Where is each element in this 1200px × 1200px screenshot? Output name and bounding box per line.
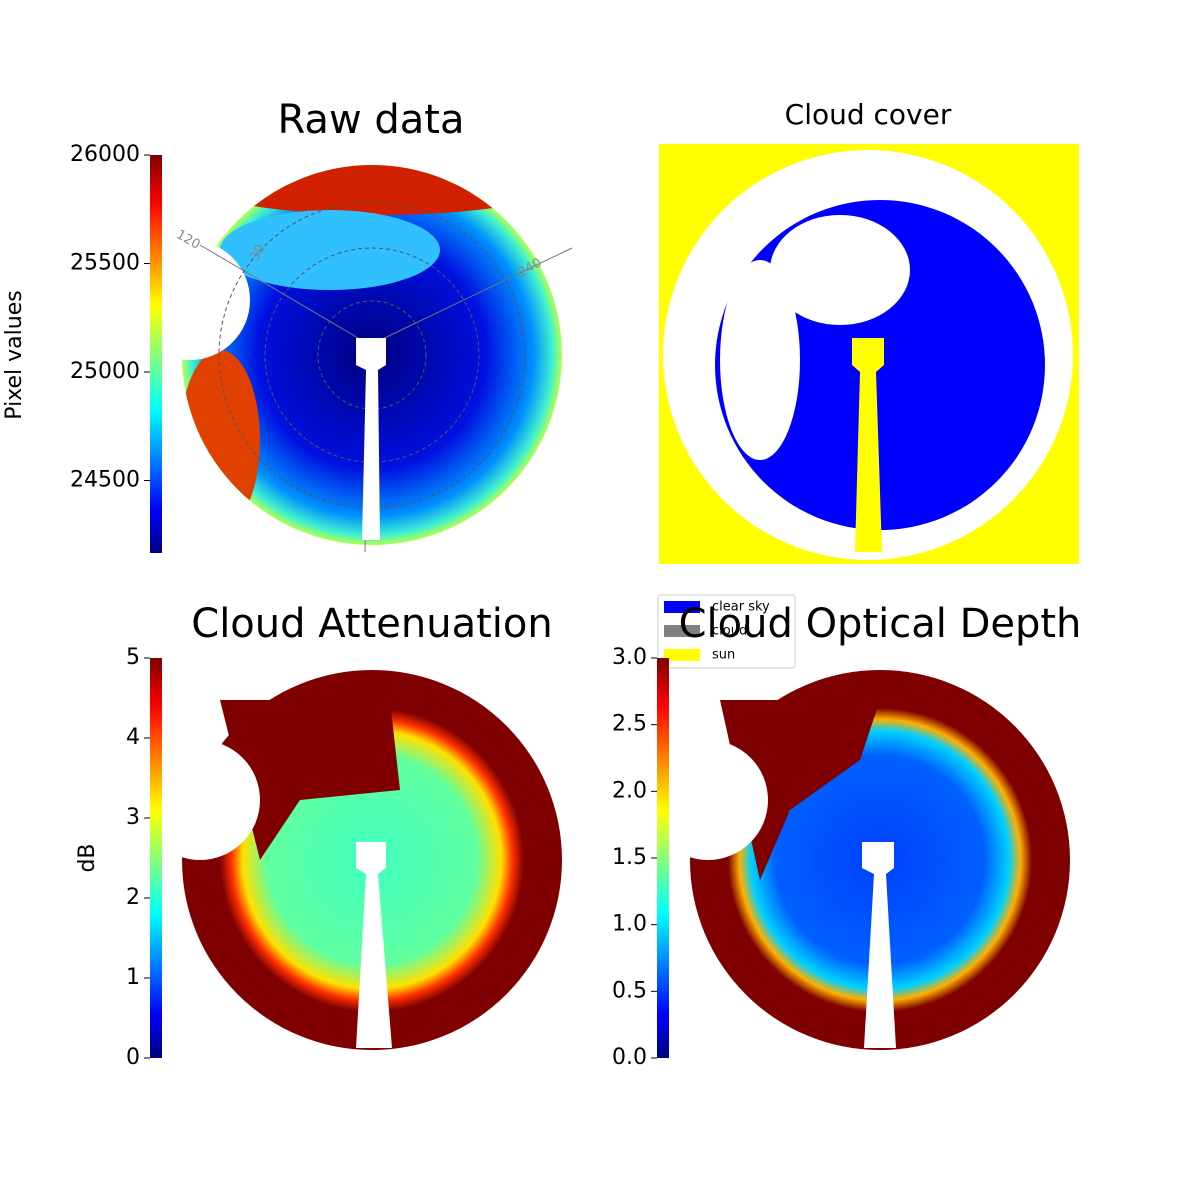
panel-title: Raw data [278,97,465,143]
colorbar [150,155,162,553]
colorbar-tick-label: 3 [126,805,140,830]
colorbar-tick-label: 3.0 [612,645,647,670]
colorbar-tick-label: 24500 [70,468,140,493]
legend-label: cloud [712,624,747,639]
colorbar [657,658,669,1058]
legend-label: clear sky [712,600,770,615]
colorbar [150,658,162,1058]
colorbar-tick-label: 2 [126,885,140,910]
panel-title: Cloud Optical Depth [679,601,1082,647]
colorbar-tick-label: 25500 [70,251,140,276]
colorbar-tick-label: 0.0 [612,1045,647,1070]
colorbar-tick-label: 25000 [70,359,140,384]
legend-swatch [664,625,700,637]
optical-depth-image [648,670,1070,1050]
colorbar-tick-label: 2.0 [612,778,647,803]
panel-title: Cloud cover [785,98,952,131]
legend-label: sun [712,648,735,663]
raw-image [130,165,573,553]
colorbar-tick-label: 5 [126,645,140,670]
colorbar-tick-label: 2.5 [612,712,647,737]
attenuation-image [140,670,562,1050]
colorbar-tick-label: 0.5 [612,978,647,1003]
colorbar-label: dB [75,843,100,872]
colorbar-tick-label: 4 [126,725,140,750]
legend-swatch [664,601,700,613]
cloud-cover-image [659,144,1079,564]
colorbar-tick-label: 1 [126,965,140,990]
colorbar-tick-label: 1.0 [612,912,647,937]
colorbar-label: Pixel values [2,290,27,419]
colorbar-tick-label: 1.5 [612,845,647,870]
panel-title: Cloud Attenuation [191,601,552,647]
legend-swatch [664,649,700,661]
polar-label: 30 [247,242,268,264]
colorbar-tick-label: 0 [126,1045,140,1070]
colorbar-tick-label: 26000 [70,142,140,167]
